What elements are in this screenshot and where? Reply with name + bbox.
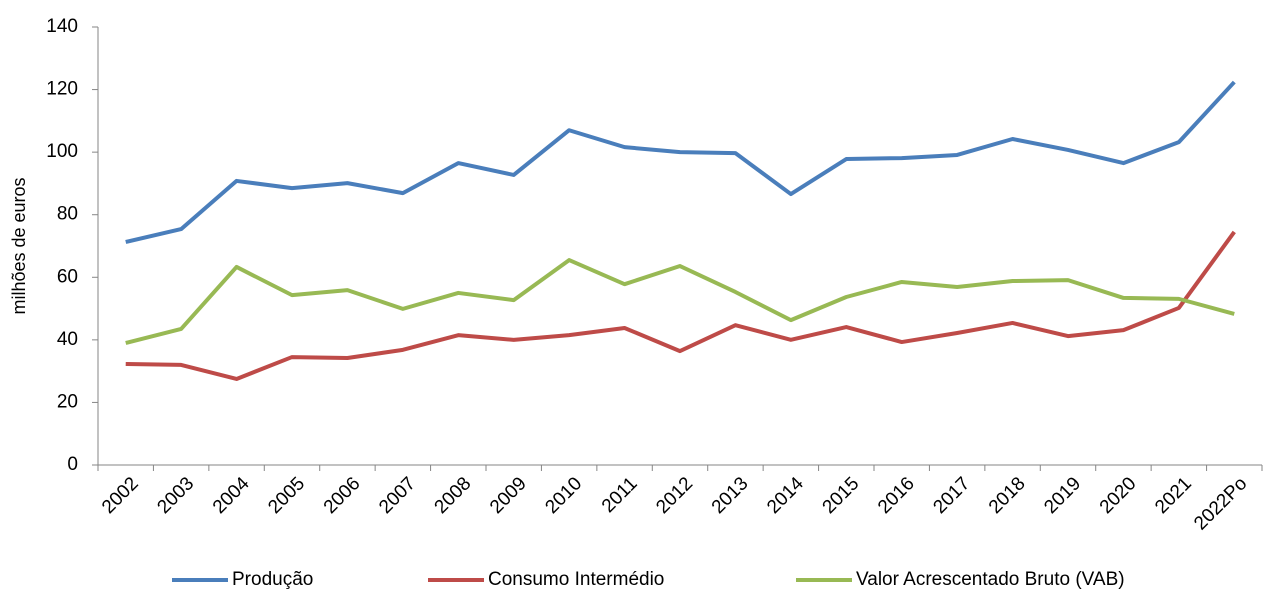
x-tick-label: 2010	[541, 473, 586, 518]
x-tick-label: 2013	[708, 473, 753, 518]
y-tick-label: 40	[57, 329, 78, 350]
series-line	[125, 80, 1236, 244]
y-tick-label: 120	[46, 79, 78, 100]
x-tick-label: 2014	[763, 473, 808, 518]
x-tick-label: 2008	[431, 473, 476, 518]
y-axis-title: milhões de euros	[9, 177, 29, 314]
x-tick-label: 2004	[209, 473, 254, 518]
y-tick-label: 80	[57, 204, 78, 225]
x-tick-label: 2007	[375, 473, 420, 518]
x-tick-label: 2020	[1096, 473, 1141, 518]
series-line	[125, 258, 1235, 345]
x-tick-label: 2016	[874, 473, 919, 518]
series-line	[125, 230, 1236, 381]
x-tick-label: 2022Po	[1190, 473, 1251, 534]
x-tick-label: 2012	[652, 473, 697, 518]
legend-label: Produção	[232, 569, 313, 590]
x-tick-label: 2005	[264, 473, 309, 518]
y-tick-label: 20	[57, 391, 78, 412]
y-tick-label: 140	[46, 16, 78, 37]
x-tick-label: 2002	[98, 473, 143, 518]
x-tick-label: 2003	[153, 473, 198, 518]
legend-label: Consumo Intermédio	[488, 569, 664, 590]
y-tick-label: 0	[67, 454, 78, 475]
x-tick-label: 2015	[819, 473, 864, 518]
y-tick-label: 60	[57, 266, 78, 287]
x-tick-label: 2009	[486, 473, 531, 518]
x-tick-label: 2011	[598, 473, 642, 517]
y-tick-label: 100	[46, 141, 78, 162]
x-tick-label: 2006	[320, 473, 365, 518]
x-tick-label: 2017	[929, 473, 974, 518]
x-tick-label: 2018	[985, 473, 1030, 518]
legend-label: Valor Acrescentado Bruto (VAB)	[856, 569, 1125, 590]
x-tick-label: 2019	[1040, 473, 1085, 518]
x-tick-label: 2021	[1151, 473, 1196, 518]
